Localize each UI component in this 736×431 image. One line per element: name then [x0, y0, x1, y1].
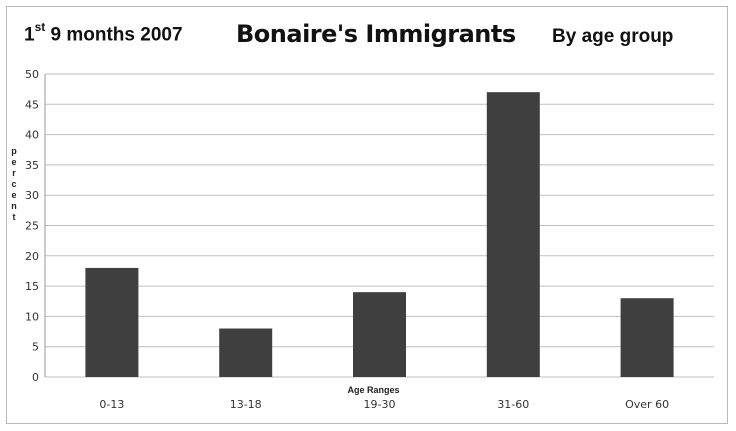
y-tick-label: 10	[25, 310, 39, 323]
y-tick-label: 40	[25, 129, 39, 142]
y-axis-label-char: e	[11, 190, 16, 200]
x-tick-label: 13-18	[230, 398, 262, 411]
bar	[486, 92, 540, 378]
x-tick-label: Over 60	[625, 398, 669, 411]
x-tick-label: 31-60	[497, 398, 529, 411]
y-axis-label-char: c	[11, 179, 16, 189]
chart-subtitle-right: By age group	[552, 26, 674, 47]
y-tick-label: 35	[25, 159, 39, 172]
chart-subtitle-left: 1st 9 months 2007	[24, 20, 183, 46]
y-tick-label: 45	[25, 98, 39, 111]
y-axis-label-char: p	[11, 146, 17, 156]
y-axis-label-char: r	[12, 168, 16, 178]
y-tick-label: 15	[25, 280, 39, 293]
y-axis-label-char: t	[13, 212, 16, 222]
y-axis-label-char: e	[11, 157, 16, 167]
y-tick-label: 25	[25, 220, 39, 233]
x-tick-label: 0-13	[99, 398, 124, 411]
y-tick-label: 50	[25, 68, 39, 81]
y-tick-label: 5	[32, 341, 39, 354]
y-tick-label: 0	[32, 371, 39, 384]
y-axis-label-char: n	[11, 201, 17, 211]
chart-title: Bonaire's Immigrants	[236, 20, 516, 48]
bar	[353, 292, 406, 377]
x-tick-label: 19-30	[364, 398, 396, 411]
y-tick-label: 30	[25, 189, 39, 202]
x-axis-label: Age Ranges	[347, 385, 399, 395]
bar	[85, 267, 139, 377]
y-tick-label: 20	[25, 250, 39, 263]
bar	[620, 298, 674, 377]
bar	[219, 328, 273, 377]
